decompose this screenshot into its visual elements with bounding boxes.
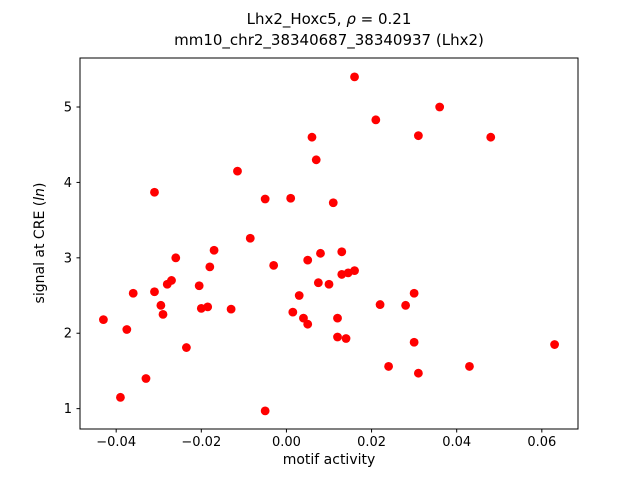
data-point — [311, 155, 321, 165]
data-point — [324, 279, 334, 289]
data-point — [350, 72, 359, 82]
data-point — [167, 276, 176, 285]
data-point — [409, 288, 419, 298]
y-axis-label-text: signal at CRE ( — [32, 200, 48, 304]
x-tick-label: 0.04 — [442, 435, 471, 450]
data-point — [205, 262, 215, 272]
x-tick-label: −0.02 — [181, 435, 221, 450]
y-axis-label-math: ln — [32, 188, 48, 201]
data-point — [435, 102, 445, 112]
axes-frame — [79, 57, 579, 430]
data-point — [303, 255, 313, 265]
data-point — [260, 406, 270, 416]
data-point — [128, 288, 138, 298]
x-tick-label: 0.06 — [527, 435, 556, 450]
data-point — [401, 300, 411, 310]
data-point — [486, 132, 496, 142]
y-tick-label: 2 — [64, 327, 72, 342]
data-point — [316, 248, 325, 258]
data-point — [313, 278, 323, 288]
data-point — [294, 291, 304, 300]
y-tick-label: 5 — [64, 101, 72, 116]
data-point — [384, 362, 393, 371]
data-point — [156, 300, 166, 310]
data-point — [375, 300, 385, 309]
data-point — [150, 287, 159, 297]
data-point — [350, 266, 359, 276]
data-point — [333, 313, 342, 323]
data-point — [260, 194, 270, 204]
data-point — [150, 187, 159, 197]
data-point — [337, 247, 347, 257]
y-tick-label: 1 — [64, 402, 72, 417]
data-point — [141, 374, 151, 383]
chart-title-rho-value: = 0.21 — [355, 10, 412, 28]
data-point — [303, 319, 313, 329]
data-point — [413, 368, 423, 378]
data-point — [158, 309, 168, 319]
chart-title-line1: Lhx2_Hoxc5, ρ = 0.21 — [80, 10, 578, 28]
data-point — [371, 115, 381, 125]
y-tick-label: 3 — [64, 251, 72, 266]
x-axis-label: motif activity — [282, 452, 376, 468]
y-axis-label: signal at CRE (ln) — [32, 183, 48, 304]
x-tick-label: 0.00 — [272, 435, 301, 450]
data-point — [307, 132, 317, 142]
data-point — [194, 281, 204, 291]
data-point — [116, 392, 125, 402]
data-point — [245, 233, 255, 243]
data-point — [333, 332, 342, 342]
x-tick-label: 0.02 — [357, 435, 386, 450]
data-point — [226, 304, 236, 314]
data-point — [203, 302, 213, 312]
data-point — [413, 131, 423, 141]
chart-title-line2: mm10_chr2_38340687_38340937 (Lhx2) — [174, 31, 484, 49]
data-point — [550, 340, 559, 349]
data-point — [209, 245, 219, 255]
data-point — [286, 193, 296, 203]
data-point — [122, 325, 132, 334]
data-point — [341, 334, 351, 343]
data-point — [99, 315, 108, 325]
data-point — [465, 362, 474, 371]
data-point — [409, 337, 419, 347]
rho-symbol: ρ — [346, 10, 356, 28]
data-point — [182, 343, 191, 352]
y-axis-label-close: ) — [32, 182, 48, 189]
data-point — [288, 307, 298, 317]
y-tick-label: 4 — [64, 176, 72, 191]
chart-title-name: Lhx2_Hoxc5, — [246, 10, 347, 28]
data-point — [269, 260, 279, 270]
data-point — [233, 166, 242, 176]
data-point — [328, 198, 338, 208]
data-point — [171, 253, 181, 263]
x-tick-label: −0.04 — [96, 435, 136, 450]
